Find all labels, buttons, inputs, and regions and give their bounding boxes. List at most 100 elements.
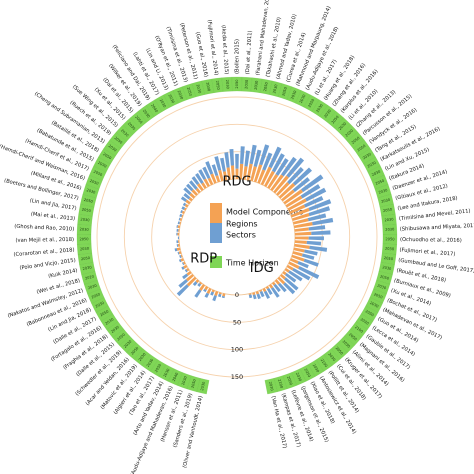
bar-sectors	[202, 166, 211, 179]
bar-sectors	[249, 144, 257, 165]
horizon-label: 2030	[327, 352, 336, 362]
horizon-label: 2050	[116, 332, 126, 341]
bar-sectors	[179, 213, 183, 218]
bar-sectors	[298, 266, 320, 280]
bar-regions	[282, 271, 287, 276]
ring-grid-line	[96, 96, 378, 378]
legend-regions: Regions	[226, 220, 258, 229]
bar-sectors	[183, 193, 191, 200]
horizon-label: 2030	[345, 128, 355, 138]
bar-sectors	[179, 255, 182, 259]
horizon-label: 2030	[385, 227, 395, 231]
bar-sectors	[182, 273, 189, 280]
bar-regions	[294, 227, 309, 232]
bar-sectors	[300, 184, 321, 199]
bar-sectors	[176, 228, 179, 232]
bar-regions	[243, 166, 248, 180]
bar-sectors	[263, 290, 271, 299]
bar-sectors	[176, 284, 189, 297]
horizon-label: 2040	[172, 371, 180, 382]
horizon-label: 2050	[384, 256, 394, 261]
bar-regions	[262, 287, 267, 293]
study-label: (Shibusawa and Miyata, 2011)	[400, 223, 474, 233]
bar-sectors	[240, 146, 245, 164]
horizon-label: 2050	[93, 170, 104, 178]
bar-sectors	[306, 240, 322, 246]
bar-sectors	[235, 153, 239, 169]
bar-regions	[288, 261, 300, 269]
horizon-label: 2030	[159, 98, 167, 109]
horizon-label: 2030	[177, 90, 184, 101]
bar-sectors	[178, 259, 182, 263]
bar-regions	[189, 192, 196, 199]
bar-regions	[185, 273, 194, 282]
bar-regions	[284, 267, 290, 273]
bar-regions	[226, 167, 231, 180]
horizon-label: 2050	[89, 179, 100, 186]
bar-regions	[255, 291, 260, 295]
bar-regions	[260, 166, 272, 186]
horizon-label: 2050	[91, 292, 102, 299]
horizon-label: 2040	[150, 103, 159, 113]
horizon-label: 2050	[130, 346, 140, 356]
bar-regions	[177, 225, 181, 229]
bar-regions	[294, 243, 310, 249]
bar-sectors	[259, 291, 265, 298]
bar-sectors	[210, 291, 215, 296]
bar-sectors	[268, 146, 282, 169]
bar-sectors	[176, 224, 178, 228]
bar-sectors	[262, 152, 273, 171]
bar-sectors	[271, 153, 285, 173]
horizon-label: 2030	[225, 80, 230, 90]
horizon-label: 2030	[299, 93, 307, 104]
bar-sectors	[286, 157, 305, 178]
horizon-label: 2030	[381, 198, 392, 204]
bar-sectors	[309, 245, 328, 252]
legend-swatch-sectors	[210, 223, 222, 243]
horizon-label: 2030	[168, 94, 176, 105]
horizon-label: 2030	[254, 80, 259, 90]
bar-sectors	[194, 289, 202, 298]
horizon-label: 2030	[142, 109, 151, 119]
bar-regions	[239, 163, 244, 180]
bar-sectors	[275, 158, 289, 176]
horizon-label: 2030	[146, 357, 155, 367]
bar-regions	[246, 163, 253, 181]
bar-regions	[276, 182, 290, 196]
horizon-label: 2030	[205, 82, 211, 92]
horizon-label: 2030	[97, 161, 108, 169]
horizon-label: 2030	[268, 381, 274, 392]
horizon-label: 2050	[79, 237, 89, 241]
bar-regions	[215, 175, 221, 183]
bar-regions	[265, 286, 270, 290]
bar-regions	[177, 243, 180, 247]
horizon-label: 2030	[316, 103, 325, 113]
bar-regions	[179, 221, 181, 225]
bar-sectors	[284, 277, 299, 291]
bar-regions	[280, 273, 286, 280]
bar-regions	[271, 281, 276, 286]
horizon-label: 2030	[80, 217, 90, 222]
bar-sectors	[311, 230, 331, 236]
bar-regions	[222, 293, 226, 297]
group-label: RDG	[222, 175, 251, 190]
bar-regions	[182, 261, 186, 265]
bar-sectors	[292, 167, 312, 186]
horizon-label: 2030	[80, 227, 90, 231]
bar-sectors	[303, 195, 324, 208]
horizon-label: 2030	[120, 129, 130, 139]
bar-sectors	[203, 288, 207, 293]
bar-regions	[248, 293, 252, 295]
bar-sectors	[177, 236, 180, 240]
bar-regions	[177, 232, 180, 236]
bar-regions	[250, 166, 257, 182]
bar-regions	[264, 170, 275, 187]
bar-sectors	[221, 295, 225, 299]
horizon-label: 2050	[348, 333, 358, 342]
bar-regions	[291, 254, 305, 262]
horizon-label: 2050	[375, 179, 386, 186]
bar-regions	[211, 289, 215, 293]
bar-regions	[286, 264, 294, 271]
horizon-label: 2100	[354, 325, 364, 334]
horizon-label: 2030	[86, 188, 97, 195]
